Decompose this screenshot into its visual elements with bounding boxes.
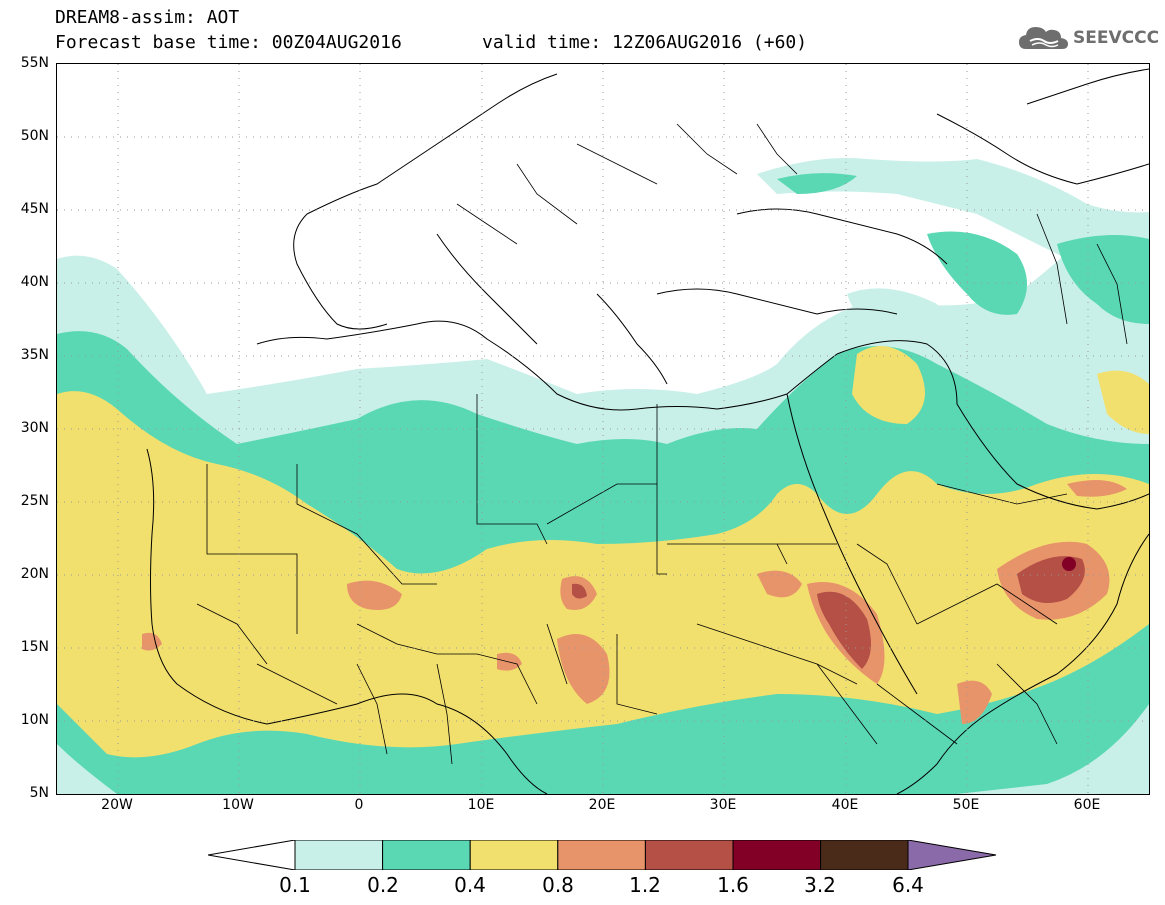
country-borders (196, 123, 1128, 765)
colorbar-label: 1.6 (717, 873, 749, 897)
colorbar-label: 0.2 (367, 873, 399, 897)
lat-label: 20N (20, 566, 49, 582)
valid-time: valid time: 12Z06AUG2016 (+60) (482, 32, 808, 53)
graticule (57, 64, 1149, 794)
colorbar (208, 840, 997, 870)
forecast-base-time: Forecast base time: 00Z04AUG2016 (55, 32, 402, 53)
colorbar-label: 0.1 (279, 873, 311, 897)
lon-label: 10E (467, 797, 495, 813)
colorbar-label: 6.4 (892, 873, 924, 897)
colorbar-over-arrow (907, 840, 997, 870)
lat-label: 40N (20, 274, 49, 290)
aot-field-1.6 (1062, 557, 1076, 571)
lat-label: 35N (20, 347, 49, 363)
lat-label: 15N (20, 639, 49, 655)
colorbar-cell (294, 840, 384, 870)
lon-label: 30E (709, 797, 737, 813)
colorbar-cell (820, 840, 909, 870)
colorbar-label: 3.2 (804, 873, 836, 897)
lon-label: 0 (354, 797, 364, 813)
colorbar-label: 1.2 (629, 873, 661, 897)
lat-label: 30N (20, 420, 49, 436)
lon-label: 20W (101, 797, 133, 813)
colorbar-cell (382, 840, 471, 870)
lat-label: 55N (20, 55, 49, 71)
lat-label: 5N (29, 785, 49, 801)
lon-label: 60E (1073, 797, 1101, 813)
colorbar-label: 0.4 (454, 873, 486, 897)
colorbar-cell (644, 840, 734, 870)
lon-label: 20E (588, 797, 616, 813)
coastlines (146, 68, 1149, 794)
lat-label: 45N (20, 201, 49, 217)
lon-label: 50E (952, 797, 980, 813)
aot-map (56, 63, 1150, 795)
aot-field-1.2 (572, 556, 1085, 669)
colorbar-cell (557, 840, 646, 870)
lat-label: 10N (20, 712, 49, 728)
colorbar-under-arrow (208, 840, 296, 870)
cloud-icon (1019, 27, 1068, 49)
lat-label: 50N (20, 128, 49, 144)
lon-label: 10W (222, 797, 254, 813)
seevccc-logo: SEEVCCC (1018, 22, 1159, 54)
lon-label: 40E (831, 797, 859, 813)
colorbar-cell (732, 840, 822, 870)
logo-text: SEEVCCC (1073, 28, 1160, 48)
lat-label: 25N (20, 493, 49, 509)
colorbar-cell (469, 840, 559, 870)
map-title: DREAM8-assim: AOT (55, 7, 240, 28)
colorbar-label: 0.8 (542, 873, 574, 897)
map-canvas (57, 64, 1149, 794)
